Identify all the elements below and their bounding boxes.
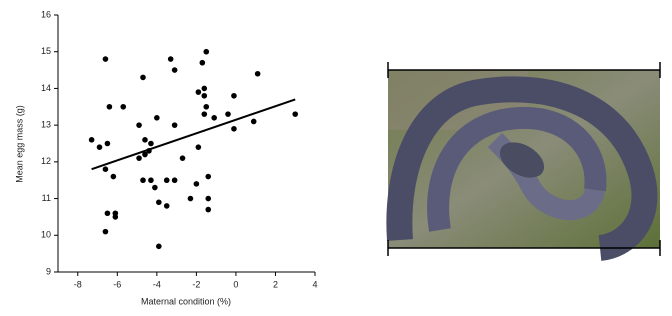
x-tick-label: -4: [153, 279, 161, 289]
point: [111, 174, 117, 180]
point: [201, 86, 207, 92]
x-tick-label: 4: [312, 279, 317, 289]
point: [255, 71, 261, 77]
point: [180, 155, 186, 161]
point: [231, 93, 237, 99]
point: [205, 174, 211, 180]
point: [136, 155, 142, 161]
point: [172, 122, 178, 128]
y-tick-label: 15: [41, 46, 51, 56]
point: [201, 93, 207, 99]
point: [194, 181, 200, 187]
point: [251, 119, 257, 125]
point: [205, 207, 211, 213]
point: [292, 111, 298, 117]
figure: Maternal condition (%) Mean egg mass (g)…: [0, 0, 672, 311]
y-axis-label: Mean egg mass (g): [14, 105, 24, 183]
point: [201, 111, 207, 117]
point: [225, 111, 231, 117]
point: [107, 104, 113, 110]
point: [203, 49, 209, 55]
point: [172, 177, 178, 183]
point: [103, 229, 109, 235]
x-tick-label: 2: [273, 279, 278, 289]
y-tick-label: 11: [42, 193, 51, 203]
point: [156, 199, 162, 205]
point: [140, 75, 146, 81]
y-tick-label: 12: [41, 156, 51, 166]
y-tick-label: 9: [46, 266, 51, 276]
scatter-plot: Maternal condition (%) Mean egg mass (g)…: [14, 9, 317, 306]
y-tick-label: 13: [41, 120, 51, 130]
x-tick-label: -6: [113, 279, 121, 289]
x-axis-label: Maternal condition (%): [141, 296, 231, 306]
point: [154, 115, 160, 121]
point: [103, 56, 109, 62]
point: [120, 104, 126, 110]
point: [188, 196, 194, 202]
point: [103, 166, 109, 172]
point: [97, 144, 103, 150]
y-tick-label: 10: [41, 230, 51, 240]
x-tick-label: 0: [233, 279, 238, 289]
point: [113, 214, 119, 220]
point: [196, 144, 202, 150]
x-tick-label: -2: [192, 279, 200, 289]
point: [136, 122, 142, 128]
x-tick-label: -8: [74, 279, 82, 289]
point: [148, 141, 154, 147]
point: [196, 89, 202, 95]
point: [152, 185, 158, 191]
point: [168, 56, 174, 62]
trend-line: [92, 99, 296, 169]
page: {"chart_data": {"type": "scatter", "xlab…: [0, 0, 672, 311]
point: [142, 137, 148, 143]
point: [105, 210, 111, 216]
point: [140, 177, 146, 183]
y-tick-label: 16: [41, 9, 51, 19]
photo: [388, 62, 660, 256]
point: [203, 104, 209, 110]
y-tick-label: 14: [41, 83, 51, 93]
point: [172, 67, 178, 73]
point: [205, 196, 211, 202]
point: [105, 141, 111, 147]
point: [156, 244, 162, 250]
point: [148, 177, 154, 183]
point: [89, 137, 95, 143]
point: [211, 115, 217, 121]
point: [164, 203, 170, 209]
point: [164, 177, 170, 183]
point: [231, 126, 237, 132]
point: [200, 60, 206, 66]
